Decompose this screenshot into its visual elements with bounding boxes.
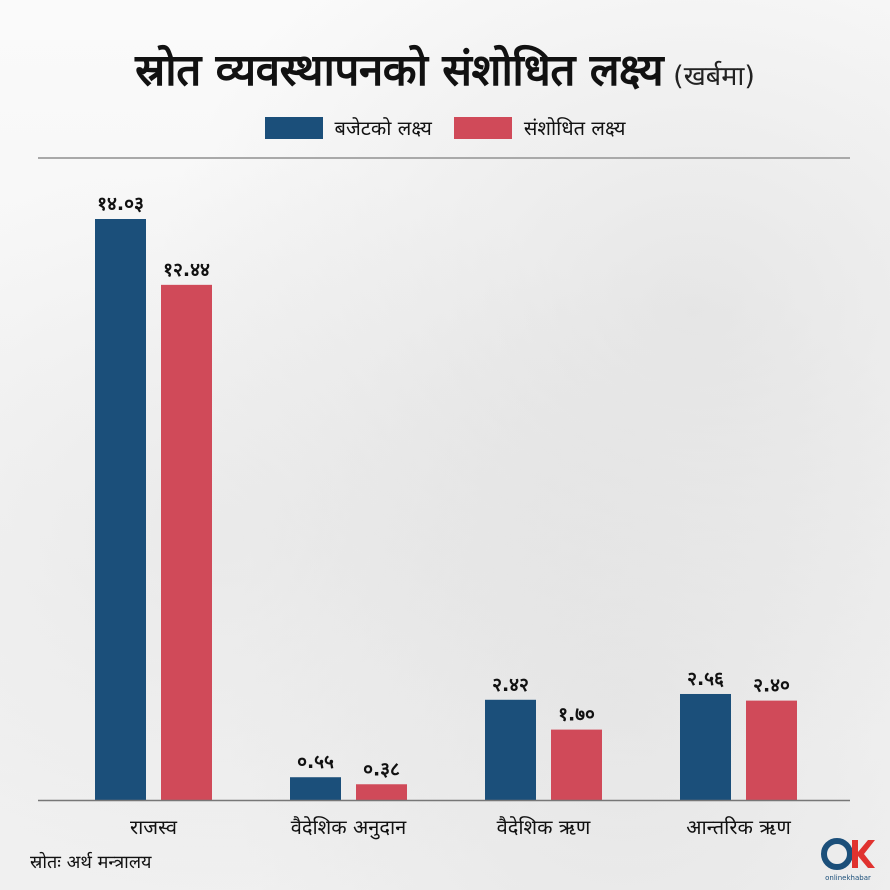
legend: बजेटको लक्ष्य संशोधित लक्ष्य bbox=[0, 114, 890, 141]
legend-item-budget-target: बजेटको लक्ष्य bbox=[264, 114, 432, 141]
legend-swatch-budget-target bbox=[264, 116, 323, 139]
data-label-revised-0: १२.४४ bbox=[163, 259, 210, 281]
logo-text: onlinekhabar bbox=[825, 874, 871, 882]
category-label-2: वैदेशिक ऋण bbox=[497, 815, 591, 839]
legend-label-budget-target: बजेटको लक्ष्य bbox=[334, 116, 432, 140]
data-label-budget-3: २.५६ bbox=[687, 668, 724, 690]
onlinekhabar-logo: onlinekhabar bbox=[821, 838, 875, 882]
bar-revised-3 bbox=[746, 700, 797, 800]
category-label-3: आन्तरिक ऋण bbox=[686, 815, 791, 839]
bar-budget-2 bbox=[485, 699, 536, 800]
data-label-revised-2: १.७० bbox=[558, 704, 595, 726]
chart-unit: (खर्बमा) bbox=[673, 61, 755, 92]
bar-revised-1 bbox=[356, 784, 407, 800]
bar-budget-0 bbox=[95, 219, 146, 800]
data-label-budget-0: १४.०३ bbox=[97, 193, 144, 215]
category-label-1: वैदेशिक अनुदान bbox=[291, 815, 407, 840]
data-label-budget-2: २.४२ bbox=[492, 674, 529, 696]
source-note: स्रोतः अर्थ मन्त्रालय bbox=[30, 852, 152, 873]
bar-budget-3 bbox=[680, 693, 731, 800]
chart-title-block: स्रोत व्यवस्थापनको संशोधित लक्ष्य (खर्बमा… bbox=[0, 38, 890, 98]
legend-item-revised-target: संशोधित लक्ष्य bbox=[453, 114, 626, 141]
category-label-0: राजस्व bbox=[130, 815, 178, 839]
bar-revised-0 bbox=[161, 284, 212, 801]
bar-budget-1 bbox=[290, 777, 341, 800]
bar-revised-2 bbox=[551, 729, 602, 800]
data-label-revised-3: २.४० bbox=[753, 675, 790, 697]
chart-title: स्रोत व्यवस्थापनको संशोधित लक्ष्य bbox=[135, 45, 664, 96]
legend-label-revised-target: संशोधित लक्ष्य bbox=[523, 116, 626, 140]
data-label-budget-1: ०.५५ bbox=[297, 751, 334, 773]
data-label-revised-1: ०.३८ bbox=[363, 758, 400, 780]
legend-swatch-revised-target bbox=[453, 116, 512, 139]
header-divider bbox=[38, 157, 850, 159]
